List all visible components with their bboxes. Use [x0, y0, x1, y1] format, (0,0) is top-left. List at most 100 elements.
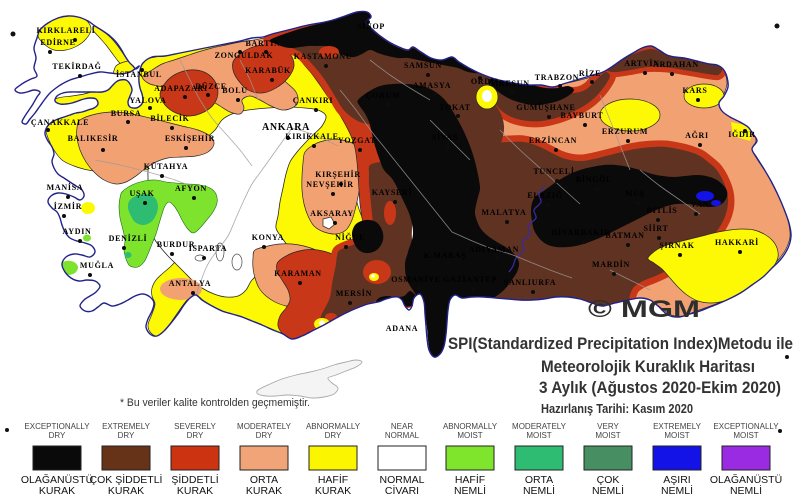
svg-text:DRY: DRY [256, 431, 273, 440]
svg-text:İZMİR: İZMİR [54, 201, 82, 211]
svg-text:OLAĞANÜSTÜ: OLAĞANÜSTÜ [710, 473, 782, 486]
svg-text:ANKARA: ANKARA [262, 122, 310, 133]
svg-text:ERZİNCAN: ERZİNCAN [529, 135, 577, 145]
svg-text:ANTALYA: ANTALYA [169, 279, 211, 288]
svg-text:BİNGÖL: BİNGÖL [576, 174, 612, 184]
svg-text:BOLU: BOLU [222, 86, 247, 95]
svg-text:ÇORUM: ÇORUM [366, 91, 401, 100]
svg-text:© MGM: © MGM [588, 296, 700, 323]
svg-text:KAYSERİ: KAYSERİ [372, 187, 413, 197]
svg-text:MOIST: MOIST [733, 431, 758, 440]
svg-text:AFYON: AFYON [175, 184, 207, 193]
svg-text:NEAR: NEAR [391, 422, 413, 431]
svg-text:DRY: DRY [325, 431, 342, 440]
svg-text:ISPARTA: ISPARTA [189, 244, 228, 253]
svg-text:IĞDIR: IĞDIR [728, 129, 756, 139]
svg-text:KÜTAHYA: KÜTAHYA [144, 162, 188, 171]
svg-text:VAN: VAN [691, 200, 709, 209]
svg-text:BATMAN: BATMAN [605, 231, 644, 240]
svg-text:KURAK: KURAK [177, 485, 213, 497]
svg-text:TOKAT: TOKAT [439, 103, 471, 112]
svg-text:KIRKLARELİ: KIRKLARELİ [36, 25, 95, 35]
svg-text:MARDİN: MARDİN [592, 259, 630, 269]
svg-text:YOZGAT: YOZGAT [338, 136, 376, 145]
svg-text:ŞANLIURFA: ŞANLIURFA [504, 278, 556, 287]
svg-text:KARABÜK: KARABÜK [245, 66, 291, 75]
svg-text:MOIST: MOIST [457, 431, 482, 440]
svg-text:UŞAK: UŞAK [129, 189, 154, 198]
svg-text:BİTLİS: BİTLİS [647, 205, 678, 215]
svg-text:NEMLİ: NEMLİ [523, 484, 555, 497]
svg-text:GİRESUN: GİRESUN [488, 78, 529, 88]
svg-text:KARAMAN: KARAMAN [274, 269, 322, 278]
svg-text:OSMANİYE: OSMANİYE [391, 274, 441, 284]
svg-text:SİNOP: SİNOP [357, 21, 385, 31]
svg-text:HAFİF: HAFİF [318, 473, 348, 486]
svg-text:ABNORMALLY: ABNORMALLY [306, 422, 361, 431]
svg-text:BURSA: BURSA [111, 109, 142, 118]
svg-text:GÜMÜŞHANE: GÜMÜŞHANE [516, 103, 575, 112]
svg-text:YALOVA: YALOVA [129, 96, 166, 105]
svg-text:MODERATELY: MODERATELY [237, 422, 292, 431]
svg-text:HAKKARİ: HAKKARİ [715, 237, 759, 247]
svg-text:ZONGULDAK: ZONGULDAK [215, 51, 274, 60]
svg-text:MALATYA: MALATYA [482, 208, 527, 217]
svg-text:3 Aylık (Ağustos 2020-Ekim 202: 3 Aylık (Ağustos 2020-Ekim 2020) [539, 378, 781, 397]
svg-text:NEVŞEHİR: NEVŞEHİR [306, 179, 353, 189]
svg-text:ÇOK: ÇOK [597, 474, 620, 486]
svg-text:SAMSUN: SAMSUN [404, 61, 442, 70]
svg-text:Meteorolojik Kuraklık Haritası: Meteorolojik Kuraklık Haritası [541, 357, 755, 376]
svg-text:NORMAL: NORMAL [385, 431, 420, 440]
svg-text:SİİRT: SİİRT [643, 223, 668, 233]
svg-text:ABNORMALLY: ABNORMALLY [443, 422, 498, 431]
svg-text:NEMLİ: NEMLİ [454, 484, 486, 497]
svg-text:ELAZIĞ: ELAZIĞ [527, 190, 562, 200]
svg-text:KASTAMONU: KASTAMONU [294, 52, 353, 61]
svg-text:AYDIN: AYDIN [63, 227, 92, 236]
svg-text:AMASYA: AMASYA [413, 81, 452, 90]
svg-text:RİZE: RİZE [579, 68, 601, 78]
svg-text:MUŞ: MUŞ [625, 189, 645, 198]
svg-text:ÇANKIRI: ÇANKIRI [293, 96, 333, 105]
svg-text:KURAK: KURAK [315, 485, 351, 497]
svg-text:ORTA: ORTA [250, 474, 278, 486]
svg-text:KURAK: KURAK [39, 485, 75, 497]
svg-text:ŞIRNAK: ŞIRNAK [659, 241, 694, 250]
svg-text:ADIYAMAN: ADIYAMAN [469, 245, 519, 254]
svg-text:KURAK: KURAK [108, 485, 144, 497]
svg-text:* Bu veriler kalite kontrolden: * Bu veriler kalite kontrolden geçmemişt… [120, 397, 310, 409]
svg-text:NİĞDE: NİĞDE [335, 232, 365, 242]
svg-text:MERSİN: MERSİN [336, 288, 372, 298]
svg-text:ORDU: ORDU [471, 77, 497, 86]
svg-text:ORTA: ORTA [525, 474, 553, 486]
svg-text:ARDAHAN: ARDAHAN [653, 60, 699, 69]
svg-text:EXTREMELY: EXTREMELY [102, 422, 151, 431]
svg-text:DRY: DRY [49, 431, 66, 440]
svg-text:DÜZCE: DÜZCE [195, 82, 227, 91]
svg-text:KIRŞEHİR: KIRŞEHİR [315, 169, 361, 179]
svg-text:ERZURUM: ERZURUM [602, 127, 648, 136]
svg-text:SEVERELY: SEVERELY [174, 422, 216, 431]
svg-text:K.MARAŞ: K.MARAŞ [424, 251, 466, 260]
svg-text:EXCEPTIONALLY: EXCEPTIONALLY [24, 422, 90, 431]
svg-text:BURDUR: BURDUR [157, 240, 195, 249]
svg-text:SPI(Standardized Precipitation: SPI(Standardized Precipitation Index)Met… [448, 334, 793, 353]
svg-text:EXCEPTIONALLY: EXCEPTIONALLY [713, 422, 779, 431]
svg-text:OLAĞANÜSTÜ: OLAĞANÜSTÜ [21, 473, 93, 486]
svg-text:NEMLİ: NEMLİ [730, 484, 762, 497]
svg-text:ŞİDDETLİ: ŞİDDETLİ [171, 473, 218, 486]
svg-text:Hazırlanış Tarihi: Kasım 2020: Hazırlanış Tarihi: Kasım 2020 [541, 401, 693, 416]
svg-text:DRY: DRY [187, 431, 204, 440]
svg-text:AŞIRI: AŞIRI [663, 474, 690, 486]
svg-text:EDİRNE: EDİRNE [40, 37, 75, 47]
svg-text:NORMAL: NORMAL [380, 474, 425, 486]
svg-text:EXTREMELY: EXTREMELY [653, 422, 702, 431]
svg-text:NEMLİ: NEMLİ [592, 484, 624, 497]
svg-text:KIRIKKALE: KIRIKKALE [285, 132, 338, 141]
svg-text:ARTVİN: ARTVİN [624, 58, 659, 68]
svg-text:KONYA: KONYA [252, 233, 285, 242]
svg-text:BAYBURT: BAYBURT [560, 111, 603, 120]
svg-text:MODERATELY: MODERATELY [512, 422, 567, 431]
svg-text:NEMLİ: NEMLİ [661, 484, 693, 497]
svg-text:İSTANBUL: İSTANBUL [116, 69, 162, 79]
